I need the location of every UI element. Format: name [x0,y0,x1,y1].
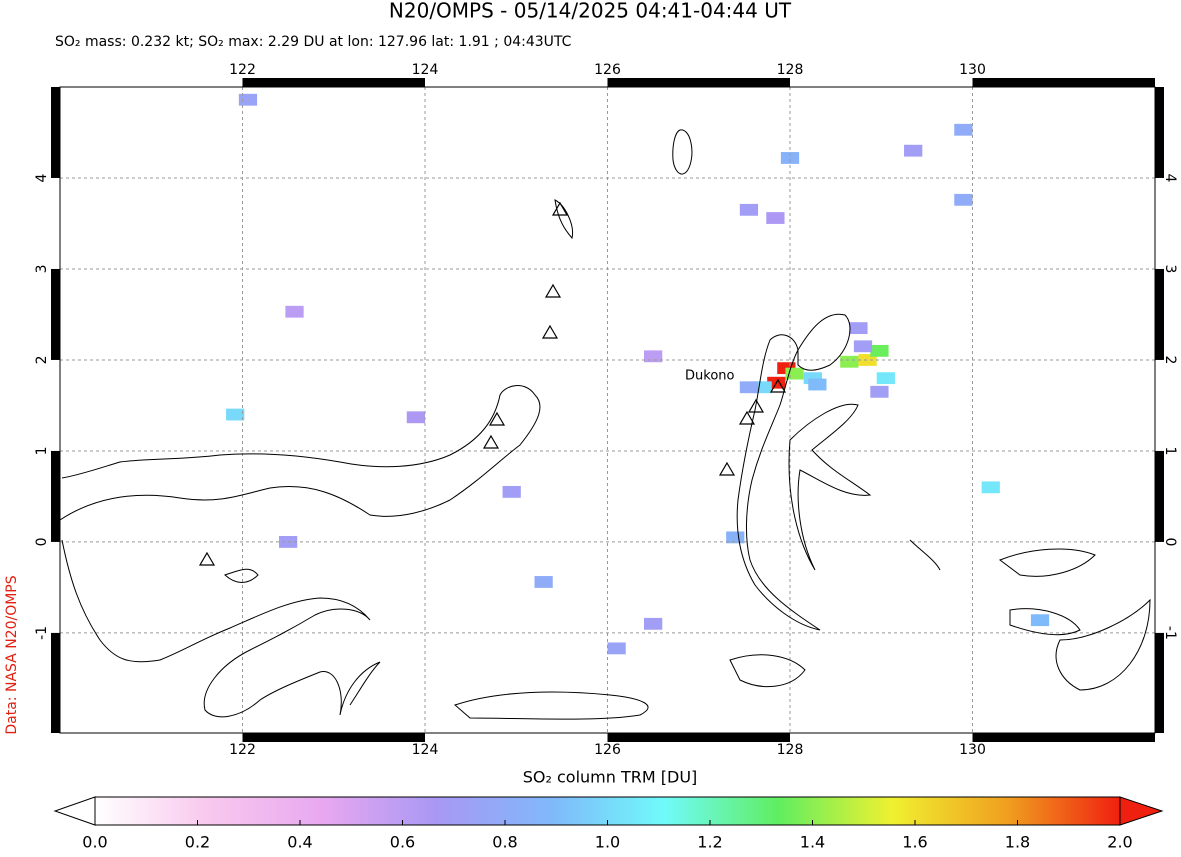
map-title: N20/OMPS - 05/14/2025 04:41-04:44 UT [389,0,792,23]
volcano-label: Dukono [685,369,735,384]
volcanoes [198,201,787,566]
y-tick-label: 1 [1162,446,1178,455]
so2-pixel [870,344,889,357]
frame-bar [607,78,790,87]
colorbar-tick-label: 0.0 [82,833,107,852]
x-tick-label: 126 [594,62,621,78]
credit: Data: NASA N20/OMPS [4,575,20,734]
colorbar-tick-label: 1.4 [800,833,825,852]
so2-pixel [853,340,873,353]
frame-bar [972,78,1155,87]
colorbar: 0.0 0.2 0.4 0.6 0.8 1.0 1.2 1.4 1.6 1.8 2.0 [53,796,1164,852]
so2-pixel [954,193,973,206]
x-tick-label: 130 [959,742,986,758]
x-tick-label: 126 [594,742,621,758]
colorbar-tick-label: 2.0 [1107,833,1132,852]
so2-pixel [726,531,745,544]
frame-bar [1155,632,1164,733]
coastline [788,313,872,571]
so2-pixel [739,381,759,394]
frame-bar [51,87,60,178]
so2-pixel [766,212,785,224]
frame-bar [51,632,60,733]
x-tick-label: 124 [412,62,439,78]
frame-bar [51,450,60,542]
so2-pixel [870,385,889,398]
coastline [554,129,693,240]
y-tick-label: 4 [34,173,50,182]
y-tick-label: 1 [34,446,50,455]
so2-pixel [840,355,859,368]
colorbar-arrow [53,796,96,826]
y-tick-label: -1 [1162,626,1178,640]
y-tick-label: 3 [34,265,50,274]
colorbar-tick-label: 0.6 [390,833,415,852]
so2-pixel [981,481,1000,494]
y-tick-label: 0 [34,537,50,546]
so2-pixel [904,144,923,157]
frame-bar [607,733,790,742]
so2-pixel [753,381,772,394]
colorbar-tick-label: 1.8 [1005,833,1030,852]
x-tick-label: 128 [777,62,804,78]
y-tick-label: 2 [1162,355,1178,364]
colorbar-tick-label: 0.8 [492,833,517,852]
so2-pixel [607,642,626,655]
coastlines [59,129,1151,720]
frame-bar [1155,268,1164,360]
volcano-marker [198,201,787,566]
so2-pixel [285,305,304,318]
so2-pixel [534,576,553,588]
x-tick-label: 128 [777,742,804,758]
x-tick-label: 130 [959,62,986,78]
colorbar-tick-label: 0.4 [287,833,312,852]
colorbar-tick-label: 1.2 [697,833,722,852]
coastline [224,568,649,720]
so2-pixel [644,617,663,630]
x-tick-label: 124 [412,742,439,758]
y-tick-label: 0 [1162,537,1178,546]
frame-bar [242,733,425,742]
frame-bar [1155,87,1164,178]
x-tick-label: 122 [229,62,256,78]
y-tick-label: 3 [1162,265,1178,274]
frame-bar [242,78,425,87]
y-tick-label: 2 [34,355,50,364]
so2-pixel [238,93,258,106]
so2-pixel [954,123,973,136]
so2-pixel [1030,614,1050,627]
coastline [736,334,821,631]
frame-bar [51,268,60,360]
colorbar-tick-label: 1.6 [902,833,927,852]
so2-pixel [739,203,759,216]
so2-pixel [808,378,827,391]
frame-bar [1155,450,1164,542]
so2-pixel [780,152,800,164]
colorbar-tick-label: 0.2 [185,833,210,852]
colorbar-arrow [1119,796,1164,826]
y-tick-label: 4 [1162,174,1178,183]
so2-pixel [785,367,804,380]
x-tick-label: 122 [229,742,256,758]
so2-pixel [803,372,822,385]
frame-bar [972,733,1155,742]
so2-pixel [644,350,663,363]
map-subtitle: SO₂ mass: 0.232 kt; SO₂ max: 2.29 DU at … [55,34,572,50]
so2-pixel [226,408,245,421]
coastline [59,385,541,521]
so2-pixel [849,322,868,335]
colorbar-tick-label: 1.0 [595,833,620,852]
so2-pixel [502,485,521,498]
so2-pixel [876,372,895,385]
grid [60,87,1155,733]
so2-pixel [406,411,425,424]
colorbar-label: SO₂ column TRM [DU] [523,768,698,787]
coastline [729,539,1151,691]
y-tick-label: -1 [34,626,50,640]
map-frame [51,78,1164,742]
coastline [61,539,381,718]
so2-pixel [858,354,877,366]
